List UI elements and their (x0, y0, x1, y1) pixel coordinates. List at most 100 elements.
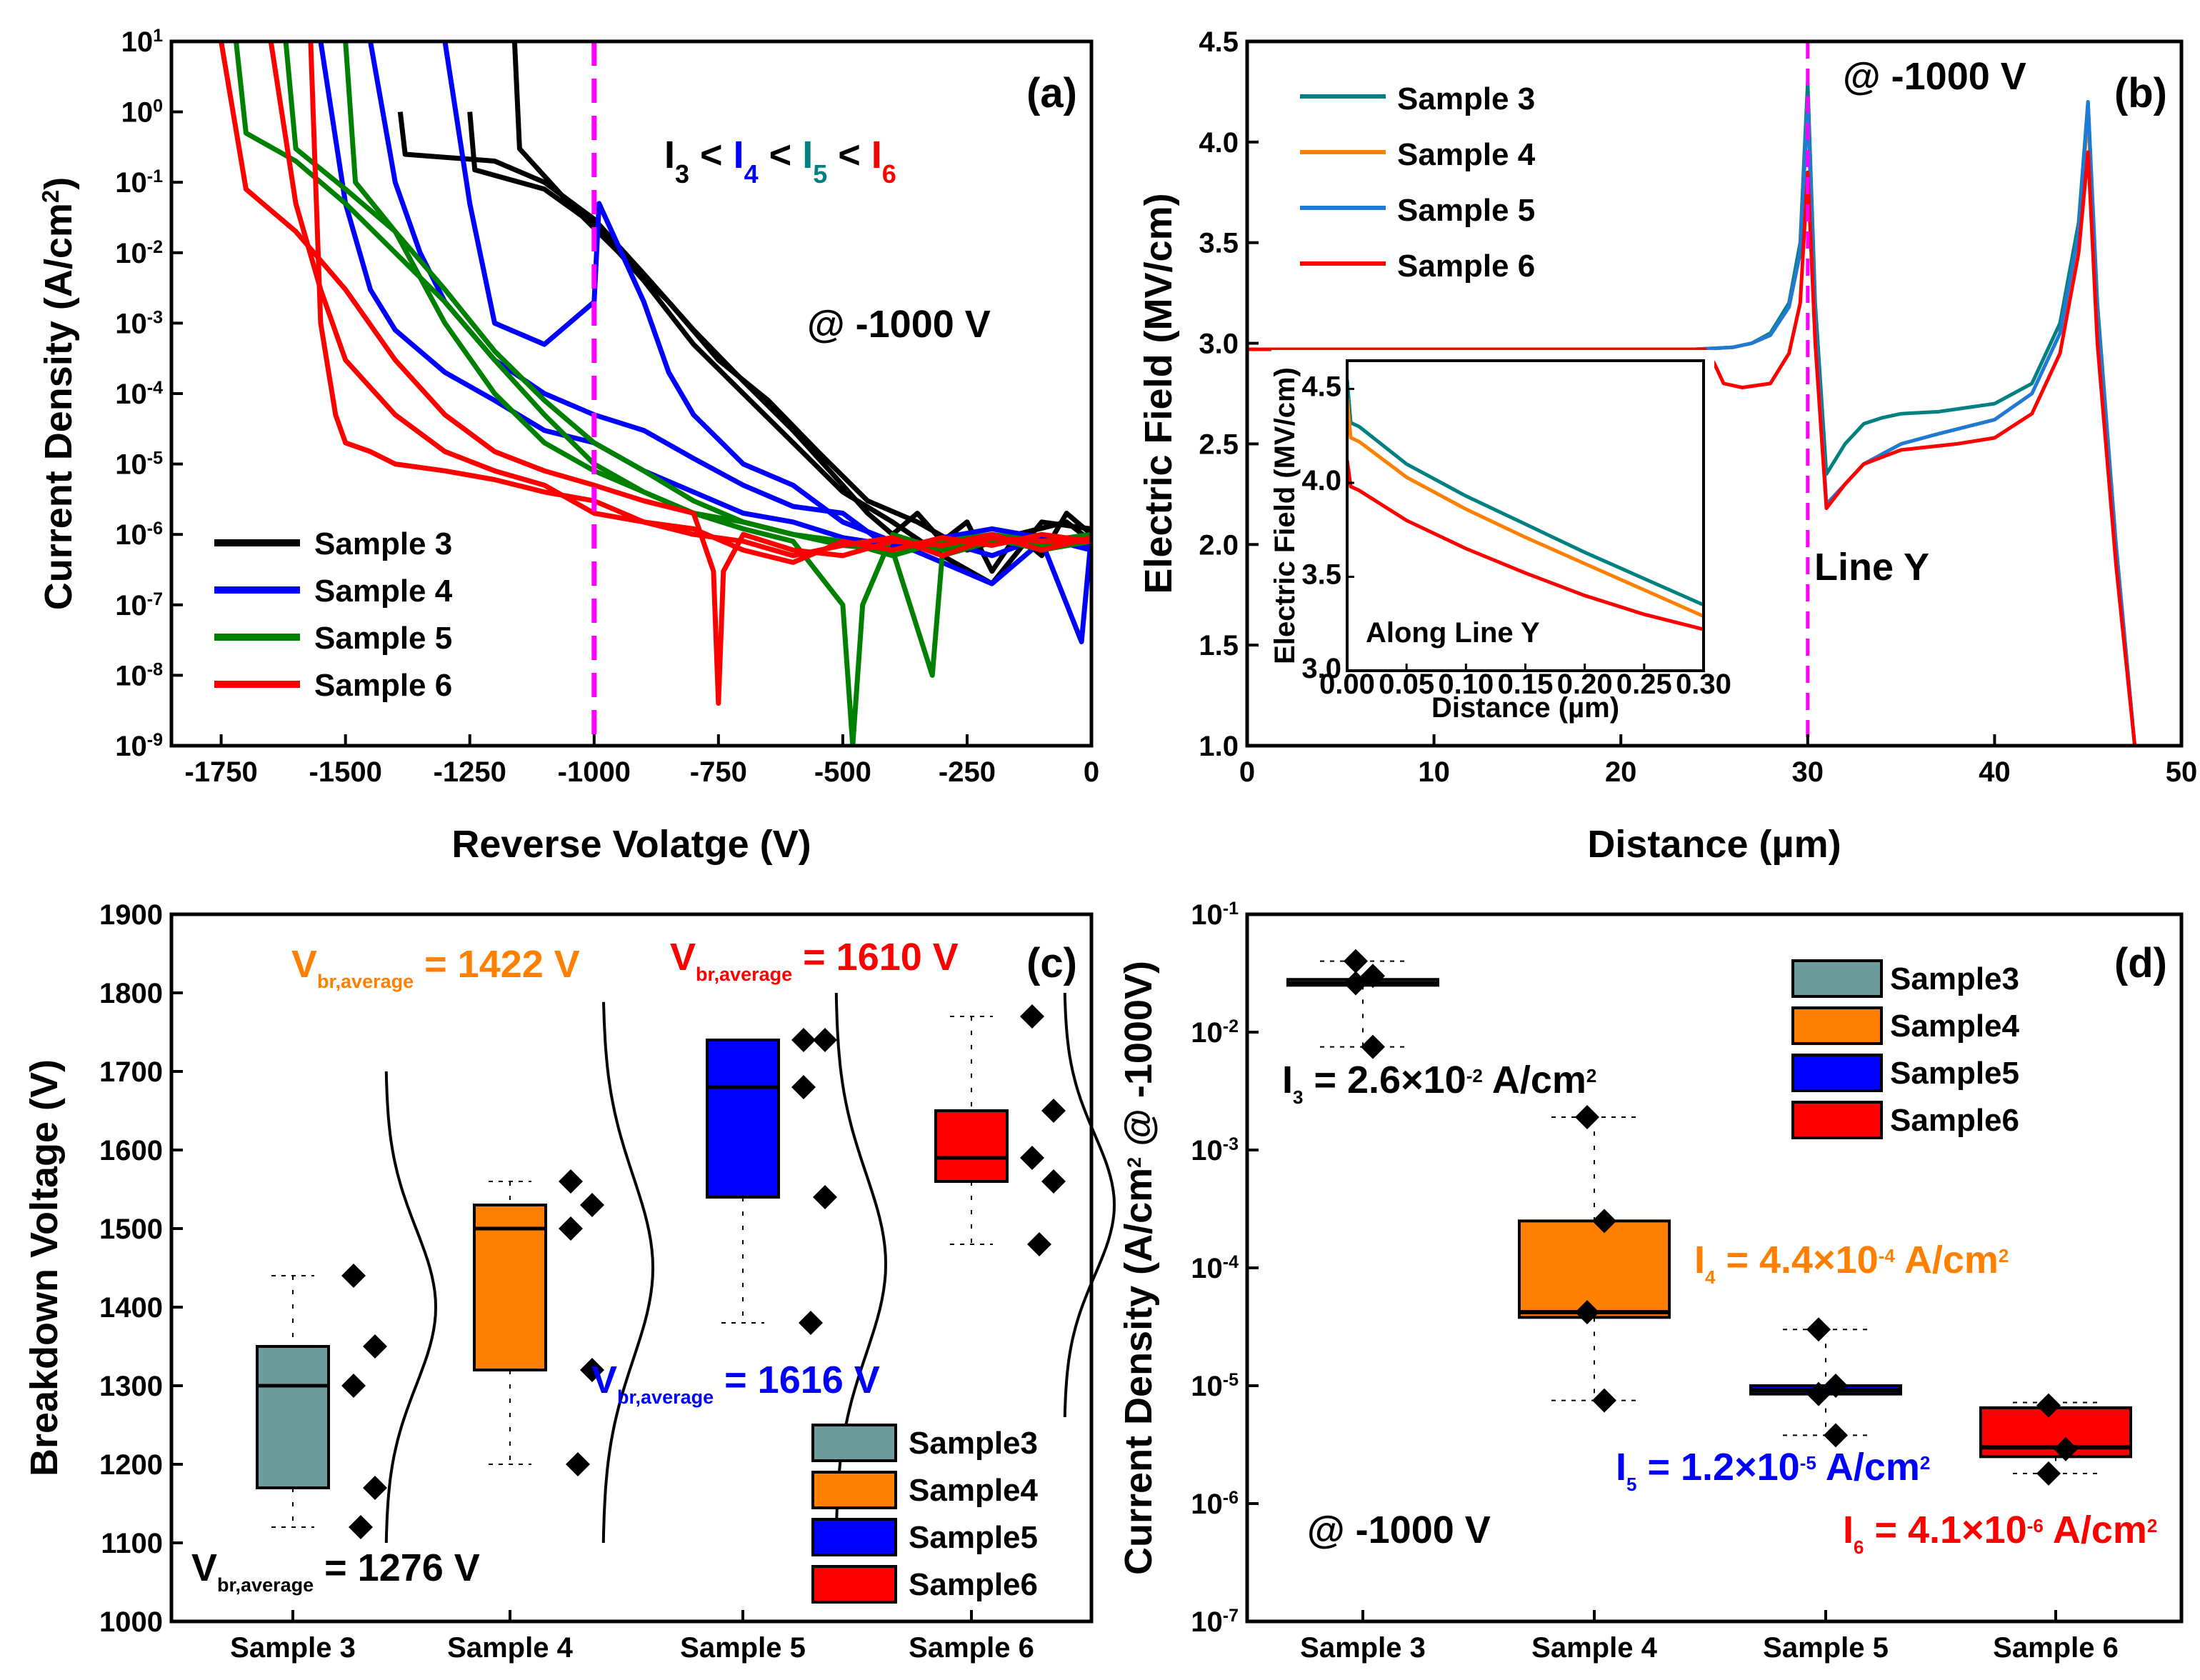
annotation-a: @ -1000 V (807, 303, 991, 346)
current-label-d-part: I (1282, 1059, 1293, 1101)
average-label-c-part: = 1616 V (714, 1359, 880, 1401)
inset-y-tick-label: 4.5 (1301, 371, 1341, 402)
y-tick-label-a-part: 10 (115, 660, 147, 691)
legend-label-b: Sample 6 (1397, 249, 1535, 284)
current-relation-a-part: I (734, 134, 744, 176)
data-point-diamond (2036, 1393, 2061, 1418)
y-tick-label-a-part: 10 (115, 379, 147, 410)
y-axis-label-d-part: Current Density (A/cm (1117, 1168, 1160, 1575)
distribution-curve (384, 1071, 438, 1544)
average-label-c: Vbr,average = 1616 V (591, 1359, 880, 1408)
current-label-d-part: 3 (1293, 1086, 1303, 1108)
legend-label-c: Sample3 (909, 1426, 1038, 1461)
inset-x-axis-label: Distance (µm) (1431, 692, 1619, 724)
panel-a-current-density-vs-voltage: -1750 -1500 -1250 -1000 -750 -500 -250 01011001… (37, 26, 1100, 866)
legend-swatch-c (811, 1424, 897, 1462)
inset-series-line-sample-6 (1347, 460, 1704, 631)
y-tick-label-b: 3.5 (1199, 228, 1239, 259)
y-tick-label-d: 10-4 (1191, 1252, 1239, 1284)
legend-label-b: Sample 5 (1397, 193, 1535, 228)
inset-y-axis-label: Electric Field (MV/cm) (1269, 367, 1301, 664)
y-tick-label-a-part: 10 (115, 519, 147, 551)
x-tick-label-d: Sample 6 (1993, 1632, 2119, 1664)
y-tick-label-d: 10-6 (1191, 1488, 1239, 1520)
legend-label-d: Sample5 (1890, 1056, 2019, 1091)
current-label-d: I5 = 1.2×10-5 A/cm2 (1616, 1446, 1930, 1495)
current-label-d-part: I (1843, 1509, 1854, 1551)
y-axis-label-a-part: Current Density (A/cm (37, 203, 80, 610)
data-point-diamond (1575, 1105, 1599, 1130)
panel-label-c: (c) (1026, 940, 1077, 986)
legend-swatch-c (811, 1565, 897, 1604)
y-tick-label-d-part: -6 (1223, 1488, 1239, 1508)
y-axis-label-c: Breakdown Voltage (V) (23, 1059, 66, 1476)
y-tick-label-a: 10-1 (115, 166, 163, 199)
data-point-diamond (1824, 1374, 1848, 1398)
y-tick-label-b: 4.0 (1199, 127, 1239, 159)
x-tick-label-a: -1000 (558, 756, 631, 788)
y-tick-label-a-part: -6 (147, 519, 163, 539)
y-tick-label-a-part: 10 (115, 449, 147, 481)
box-group-sample5 (706, 992, 888, 1536)
legend-label-a: Sample 6 (314, 668, 452, 703)
legend-label-b: Sample 4 (1397, 137, 1536, 172)
y-axis-label-a: Current Density (A/cm2) (37, 177, 81, 610)
average-label-c-part: V (291, 943, 317, 986)
data-point-diamond (1041, 1169, 1066, 1194)
box-group-sample5 (1749, 1317, 1902, 1448)
data-point-diamond (1592, 1209, 1616, 1234)
y-tick-label-b: 1.0 (1199, 731, 1239, 762)
current-relation-a-part: I (871, 134, 882, 176)
average-label-c-part: = 1610 V (792, 936, 959, 979)
y-tick-label-a-part: 10 (121, 97, 154, 129)
panel-d-current-density-boxplot: Sample 3 Sample 4 Sample 5 Sample 610-110-2… (1117, 899, 2184, 1664)
x-tick-label-b: 40 (1979, 756, 2011, 788)
x-tick-label-a: -1750 (184, 756, 257, 788)
y-tick-label-a-part: 10 (115, 590, 147, 621)
y-tick-label-d-part: -4 (1223, 1252, 1239, 1272)
legend-swatch-d (1791, 1101, 1883, 1139)
data-point-diamond (1824, 1423, 1848, 1448)
y-tick-label-b: 4.5 (1199, 26, 1239, 58)
legend-swatch-c (811, 1518, 897, 1556)
legend-swatch-d (1791, 959, 1883, 998)
data-point-diamond (813, 1185, 837, 1209)
data-point-diamond (559, 1169, 583, 1194)
y-tick-label-a: 10-6 (115, 519, 163, 551)
legend-swatch-d (1791, 1006, 1883, 1045)
inset-x-tick-label: 0.05 (1379, 669, 1434, 700)
average-label-c: Vbr,average = 1610 V (670, 936, 959, 985)
data-point-diamond (1806, 1317, 1831, 1342)
y-tick-label-d-part: 10 (1191, 1017, 1223, 1049)
y-tick-label-d-part: 10 (1191, 1606, 1223, 1638)
data-point-diamond (580, 1193, 604, 1217)
legend-label-c: Sample4 (909, 1473, 1039, 1508)
y-axis-label-d-part: @ -1000V) (1117, 961, 1160, 1157)
current-label-d-part: = 2.6×10 (1303, 1059, 1466, 1101)
distribution-curve (601, 1001, 655, 1544)
current-relation-a-part: 4 (744, 159, 759, 189)
y-tick-label-d-part: -5 (1223, 1370, 1239, 1390)
box-group-sample4 (473, 1001, 655, 1544)
y-tick-label-d-part: 10 (1191, 899, 1223, 931)
legend-swatch-c (811, 1471, 897, 1509)
average-label-c-part: br,average (696, 964, 792, 985)
inset-y-tick-label: 4.0 (1301, 465, 1341, 496)
inset-x-tick-label: 0.20 (1557, 669, 1613, 700)
average-label-c-part: br,average (317, 971, 414, 992)
current-relation-a-part: 6 (882, 159, 896, 189)
y-tick-label-a: 10-7 (115, 589, 163, 621)
current-label-d-part: A/cm (1483, 1059, 1586, 1101)
legend-label-a: Sample 4 (314, 574, 453, 609)
inset-y-tick-label: 3.0 (1301, 653, 1341, 684)
y-tick-label-a: 101 (121, 26, 164, 58)
series-line-sample-6 (308, 41, 1091, 565)
legend-label-a: Sample 3 (314, 526, 452, 561)
y-tick-label-d-part: -7 (1223, 1606, 1239, 1626)
y-tick-label-c: 1600 (99, 1135, 163, 1166)
x-tick-label-a: -250 (939, 756, 996, 788)
inset-x-tick-label: 0.25 (1616, 669, 1672, 700)
y-tick-label-c: 1300 (99, 1371, 163, 1402)
data-point-diamond (1592, 1388, 1616, 1413)
